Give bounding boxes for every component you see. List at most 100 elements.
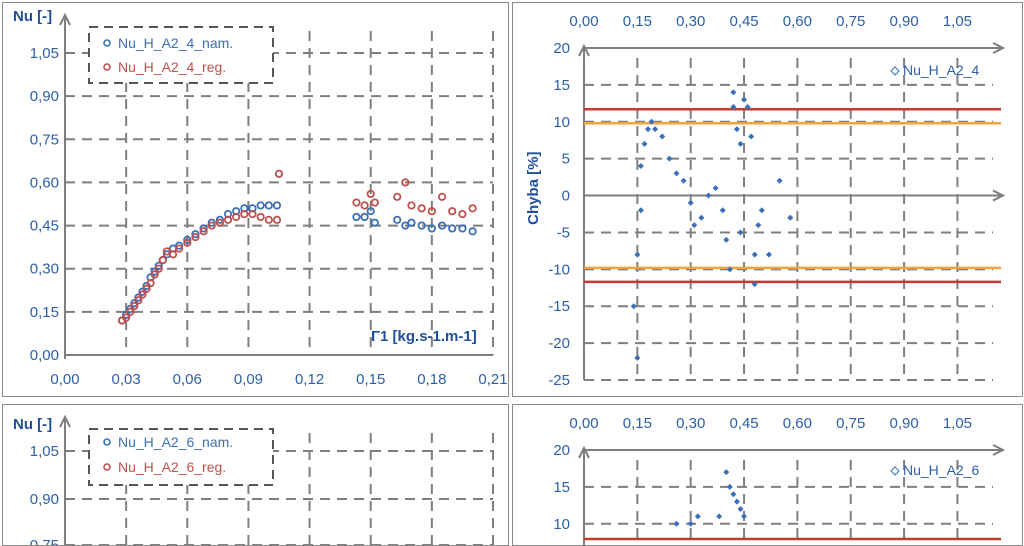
chart-nu-a2-6: 1,05 0,90 0,75 Nu [-] Nu_H_A2_6_nam. Nu_H_A2_… [13, 414, 494, 545]
data-point [687, 520, 694, 527]
data-point [126, 307, 135, 316]
data-point [634, 354, 641, 361]
data-point [360, 212, 369, 222]
chart-nu-a2-4: 0,00 0,15 0,30 0,45 0,60 0,75 0,90 1,05 0,00 0,03… [13, 8, 508, 388]
data-point [751, 281, 758, 288]
x-axis-top-head [992, 42, 1006, 54]
data-point [468, 204, 477, 213]
data-point [634, 251, 641, 258]
data-point [648, 118, 655, 125]
y-tick-label: 0,30 [30, 261, 59, 278]
data-point [694, 513, 701, 520]
data-point [370, 218, 379, 227]
data-point [366, 207, 375, 216]
data-point [719, 207, 726, 214]
data-point [154, 261, 163, 270]
data-point [207, 221, 216, 230]
data-point [370, 198, 379, 207]
data-point [150, 270, 159, 279]
y-tick-label: 1,05 [30, 45, 59, 62]
y-tick-label: -5 [557, 224, 570, 241]
data-point [705, 192, 712, 199]
x-tick-label: 0,21 [478, 371, 507, 388]
y-axis-head [578, 445, 590, 459]
y-tick-label: 0,45 [30, 218, 59, 235]
data-point [730, 491, 737, 498]
y-axis-head [59, 12, 71, 26]
x-tick-label: 0,90 [889, 13, 918, 30]
data-point [691, 222, 698, 229]
legend-box [88, 428, 274, 486]
chart-error-a2-4: 20 15 10 5 0 -5 -10 -15 -20 -25 0,00 0,15 0,30 0,45 0,… [525, 13, 1006, 389]
x-tick-label: 1,05 [943, 415, 972, 432]
data-point [468, 227, 477, 236]
data-point [723, 469, 730, 476]
data-point [733, 126, 740, 133]
y-tick-label: 0,60 [30, 174, 59, 191]
y-tick-label: -20 [548, 335, 570, 352]
data-point [458, 224, 467, 233]
x-tick-label: 0,15 [623, 415, 652, 432]
data-point [448, 224, 457, 233]
data-point [264, 201, 273, 210]
legend-entry: Nu_H_A2_4 [903, 62, 979, 78]
data-point [199, 224, 208, 233]
x-tick-label: 0,60 [783, 415, 812, 432]
data-point [741, 96, 748, 103]
y-tick-label: 20 [553, 442, 570, 459]
legend-marker [103, 63, 111, 71]
data-point [726, 266, 733, 273]
legend-entry: Nu_H_A2_6 [903, 462, 979, 478]
data-point [458, 209, 467, 219]
y-tick-label: 5 [562, 151, 570, 168]
data-point [130, 302, 139, 311]
legend-entry: Nu_H_A2_4_reg. [118, 59, 226, 75]
y-tick-label: 10 [553, 516, 570, 533]
y-axis-label: Chyba [%] [525, 152, 542, 225]
data-point [645, 126, 652, 133]
data-point [175, 241, 184, 250]
data-point [401, 178, 410, 187]
y-tick-label: -25 [548, 372, 570, 389]
data-point [352, 212, 361, 222]
data-point [207, 218, 216, 227]
y-tick-label: -15 [548, 298, 570, 315]
data-point [730, 104, 737, 111]
data-point [272, 215, 282, 224]
data-point [158, 255, 167, 265]
x-tick-label: 0,00 [569, 13, 598, 30]
y-tick-label: 20 [553, 40, 570, 57]
data-point [641, 140, 648, 147]
legend-marker [890, 466, 900, 476]
x-tick-label: 0,30 [676, 415, 705, 432]
data-point [744, 104, 751, 111]
data-point [716, 513, 723, 520]
y-tick-label: 1,05 [30, 443, 59, 460]
x-tick-label: 0,75 [836, 415, 865, 432]
y-tick-label: 10 [553, 114, 570, 131]
data-point [737, 229, 744, 236]
data-point [776, 177, 783, 184]
data-point [183, 238, 192, 247]
y-tick-label: 0,75 [30, 537, 59, 545]
data-point [723, 236, 730, 243]
y-axis-head [578, 43, 590, 57]
data-point [659, 133, 666, 140]
data-point [134, 296, 143, 305]
data-point [366, 189, 375, 199]
x-tick-label: 0,30 [676, 13, 705, 30]
x-tick-label: 0,00 [569, 415, 598, 432]
data-point [437, 221, 447, 230]
data-point [264, 215, 273, 224]
data-point [417, 221, 426, 230]
legend-box [88, 26, 274, 84]
y-tick-label: 0,90 [30, 491, 59, 508]
data-point [726, 483, 733, 490]
data-point [142, 284, 151, 293]
data-point [360, 201, 369, 210]
chart-panel-nu-a2-6: 1,05 0,90 0,75 Nu [-] Nu_H_A2_6_nam. Nu_H_A2_… [2, 404, 509, 546]
data-point [417, 204, 426, 213]
y-tick-label: 0,90 [30, 88, 59, 105]
x-tick-label: 1,05 [943, 13, 972, 30]
data-point [146, 278, 155, 288]
